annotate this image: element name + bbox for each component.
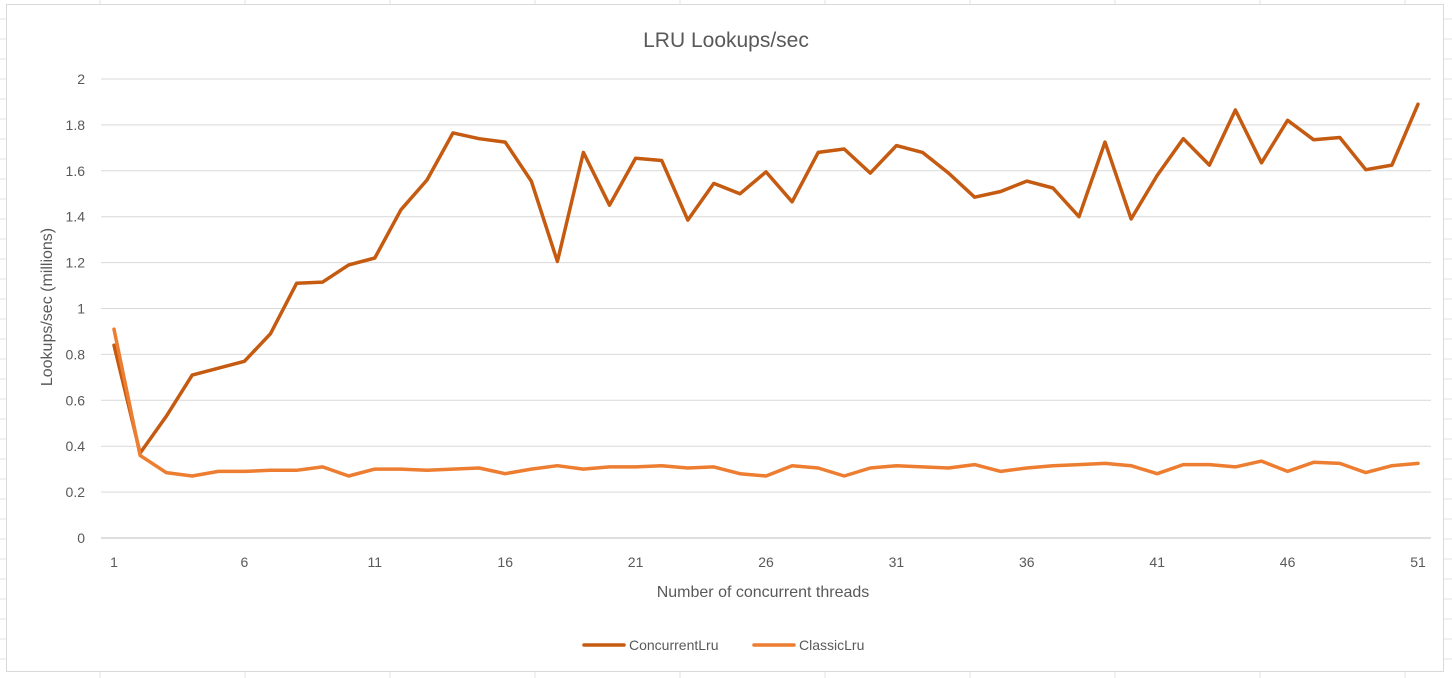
- x-tick-label: 26: [758, 554, 774, 570]
- x-tick-label: 11: [368, 554, 383, 570]
- y-axis-ticks: 0 0.2 0.4 0.6 0.8 1 1.2 1.4 1.6 1.8 2: [66, 71, 86, 546]
- y-tick-label: 1.4: [66, 209, 86, 225]
- y-tick-label: 2: [77, 71, 85, 87]
- legend-item-concurrentlru[interactable]: ConcurrentLru: [582, 637, 719, 653]
- y-tick-label: 0: [77, 530, 85, 546]
- x-tick-label: 41: [1149, 554, 1165, 570]
- x-tick-label: 1: [110, 554, 118, 570]
- y-axis-title: Lookups/sec (millions): [39, 228, 56, 386]
- chart-title: LRU Lookups/sec: [643, 29, 809, 52]
- y-tick-label: 1.6: [66, 163, 86, 179]
- x-axis-title: Number of concurrent threads: [657, 584, 870, 601]
- y-tick-label: 0.4: [66, 438, 86, 454]
- line-chart: LRU Lookups/sec 0 0.2 0.4 0.6 0.8 1 1.2 1.4 1.6 1…: [39, 29, 1431, 653]
- gridlines: [101, 78, 1431, 493]
- x-axis-ticks: 1 6 11 16 21 26 31 36 41 46 51: [110, 554, 1426, 570]
- y-tick-label: 0.8: [66, 346, 86, 362]
- x-tick-label: 6: [241, 554, 249, 570]
- x-tick-label: 16: [497, 554, 513, 570]
- legend-label: ClassicLru: [799, 637, 864, 653]
- legend-item-classiclru[interactable]: ClassicLru: [752, 637, 864, 653]
- x-tick-label: 21: [628, 554, 644, 570]
- legend[interactable]: ConcurrentLru ClassicLru: [582, 637, 864, 653]
- y-tick-label: 1.8: [66, 117, 86, 133]
- x-tick-label: 36: [1019, 554, 1035, 570]
- y-tick-label: 0.2: [66, 484, 86, 500]
- y-tick-label: 1.2: [66, 255, 86, 271]
- series-line-concurrentlru: [112, 102, 1420, 455]
- legend-label: ConcurrentLru: [629, 637, 719, 653]
- x-tick-label: 46: [1280, 554, 1296, 570]
- y-tick-label: 0.6: [66, 392, 86, 408]
- x-tick-label: 31: [889, 554, 905, 570]
- chart-area[interactable]: LRU Lookups/sec 0 0.2 0.4 0.6 0.8 1 1.2 1.4 1.6 1…: [6, 4, 1444, 672]
- series-line-classiclru: [112, 327, 1420, 478]
- series-lines: [112, 102, 1420, 478]
- y-tick-label: 1: [77, 301, 85, 317]
- x-tick-label: 51: [1410, 554, 1426, 570]
